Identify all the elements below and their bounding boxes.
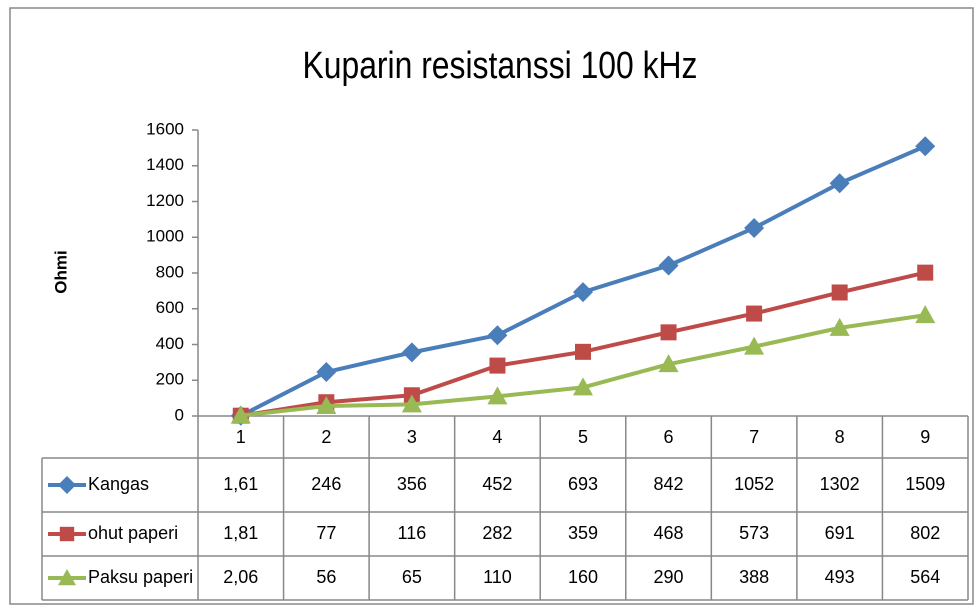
legend-label: Paksu paperi (88, 567, 193, 587)
point (660, 324, 677, 341)
table-value: 359 (568, 523, 598, 543)
point (746, 305, 763, 322)
table-value: 802 (910, 523, 940, 543)
chart-title: Kuparin resistanssi 100 kHz (303, 45, 698, 87)
table-value: 56 (316, 567, 336, 587)
y-tick-label: 1000 (146, 227, 184, 246)
chart-frame (9, 7, 974, 605)
table-value: 1509 (905, 474, 945, 494)
x-tick-label: 7 (749, 427, 759, 447)
table-value: 493 (825, 567, 855, 587)
point (401, 394, 422, 413)
y-tick-label: 200 (156, 370, 184, 389)
point (316, 395, 337, 414)
table-value: 693 (568, 474, 598, 494)
x-tick-label: 2 (321, 427, 331, 447)
table-value: 2,06 (223, 567, 258, 587)
table-value: 842 (654, 474, 684, 494)
x-tick-label: 6 (664, 427, 674, 447)
y-tick-label: 600 (156, 298, 184, 317)
point (401, 342, 422, 363)
table-value: 246 (311, 474, 341, 494)
x-tick-label: 5 (578, 427, 588, 447)
y-axis-label: Ohmi (51, 250, 70, 293)
y-tick-label: 1200 (146, 191, 184, 210)
table-value: 468 (654, 523, 684, 543)
y-tick-label: 1400 (146, 155, 184, 174)
x-tick-label: 4 (492, 427, 502, 447)
table-value: 388 (739, 567, 769, 587)
x-tick-label: 9 (920, 427, 930, 447)
table-value: 110 (483, 567, 512, 587)
point (658, 354, 679, 373)
point (831, 284, 848, 301)
table-value: 1052 (734, 474, 774, 494)
point (915, 136, 936, 157)
y-tick-label: 0 (175, 405, 184, 424)
point (230, 405, 251, 424)
table-value: 282 (482, 523, 512, 543)
point (658, 255, 679, 276)
table-value: 290 (654, 567, 684, 587)
table-value: 1302 (820, 474, 860, 494)
point (487, 325, 508, 346)
table-value: 116 (398, 523, 427, 543)
table-value: 1,81 (223, 523, 258, 543)
table-value: 452 (482, 474, 512, 494)
point (829, 317, 850, 336)
y-tick-label: 800 (156, 262, 184, 281)
table-value: 77 (316, 523, 336, 543)
point (58, 476, 76, 494)
y-tick-label: 1600 (146, 119, 184, 138)
table-value: 356 (397, 474, 427, 494)
point (915, 305, 936, 324)
point (316, 362, 337, 383)
legend-label: ohut paperi (88, 523, 178, 543)
point (744, 217, 765, 238)
point (575, 343, 591, 360)
table-value: 1,61 (223, 474, 258, 494)
y-tick-label: 400 (156, 334, 184, 353)
table-value: 160 (568, 567, 598, 587)
x-tick-label: 8 (835, 427, 845, 447)
x-tick-label: 1 (236, 427, 246, 447)
point (487, 386, 508, 405)
point (744, 336, 765, 355)
table-value: 573 (739, 523, 769, 543)
table-value: 564 (910, 567, 940, 587)
x-tick-label: 3 (407, 427, 417, 447)
point (489, 357, 506, 374)
legend-label: Kangas (88, 474, 149, 494)
table-value: 65 (402, 567, 422, 587)
point (829, 173, 850, 194)
point (58, 569, 76, 586)
point (573, 377, 593, 396)
point (573, 282, 593, 303)
point (59, 526, 75, 542)
point (917, 264, 934, 281)
table-value: 691 (825, 523, 855, 543)
